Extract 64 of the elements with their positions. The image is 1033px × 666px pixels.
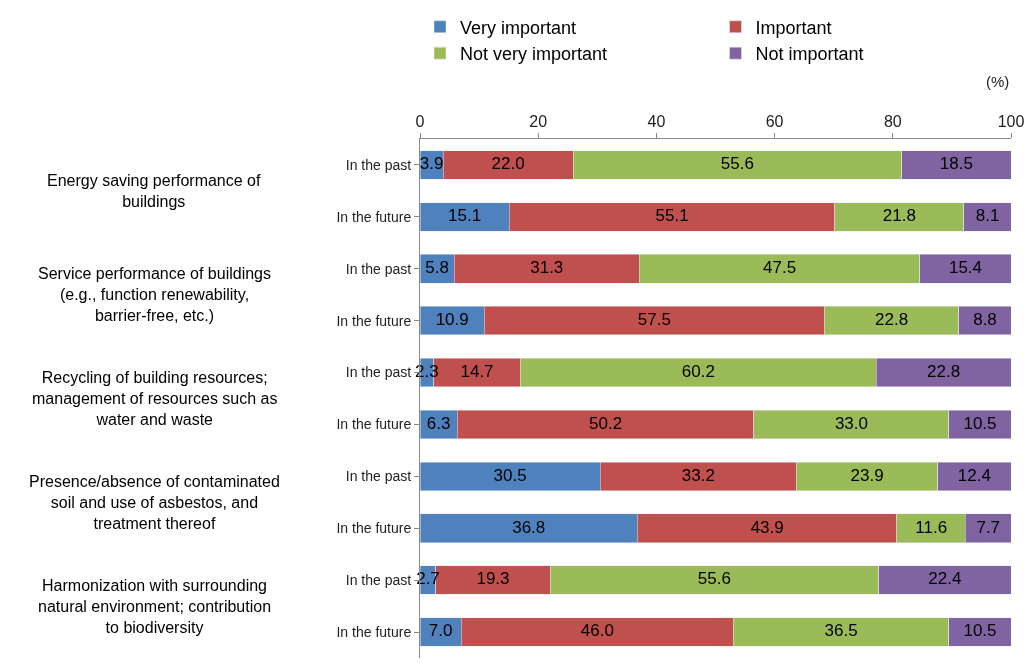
data-label: 50.2	[589, 413, 623, 433]
legend-label: Not very important	[460, 44, 608, 65]
data-label: 14.7	[460, 361, 494, 381]
data-label: 55.1	[655, 206, 689, 226]
data-label: 22.8	[927, 361, 961, 381]
data-label: 57.5	[637, 309, 671, 329]
text: Harmonization with surrounding natural environment; contribution to biodiversity	[38, 577, 272, 636]
x-tick-label: 0	[415, 112, 425, 130]
data-label: 33.0	[834, 413, 868, 433]
x-tick-label: 80	[883, 112, 902, 130]
data-label: 8.8	[973, 309, 997, 329]
data-label: 10.5	[963, 413, 997, 433]
x-tick-label: 60	[765, 112, 784, 130]
text: Recycling of building resources; management of resources such as water and waste	[32, 369, 278, 428]
data-label: 7.0	[428, 621, 453, 641]
legend-label: Important	[755, 17, 832, 38]
y-tick-label: In the future	[336, 208, 412, 225]
data-label: 12.4	[957, 465, 991, 485]
y-tick-label: In the past	[345, 156, 412, 173]
data-label: 5.8	[425, 258, 449, 277]
data-label: 43.9	[750, 517, 784, 537]
data-label: 55.6	[697, 569, 731, 589]
data-label: 30.5	[493, 465, 527, 485]
text: Service performance of buildings (e.g., function renewability, barrier-free, etc.)	[38, 265, 272, 324]
data-label: 36.5	[824, 621, 858, 641]
y-tick-label: In the future	[336, 520, 412, 537]
y-tick-label: In the past	[345, 364, 412, 381]
text: Presence/absence of contaminated soil and use of asbestos, and treatment thereof	[29, 473, 280, 532]
y-tick-label: In the past	[345, 468, 412, 485]
data-label: 47.5	[763, 258, 797, 277]
data-label: 6.3	[426, 413, 451, 433]
data-label: 33.2	[681, 465, 715, 485]
data-label: 10.9	[435, 309, 469, 329]
y-tick-label: In the past	[345, 260, 412, 277]
x-tick-label: 40	[647, 112, 666, 130]
legend-label: Not important	[755, 44, 864, 65]
data-label: 36.8	[512, 517, 546, 537]
data-label: 21.8	[882, 206, 916, 226]
data-label: 22.0	[491, 154, 525, 174]
y-tick-label: In the future	[336, 416, 412, 433]
data-label: 3.9	[419, 154, 444, 174]
data-label: 10.5	[963, 621, 997, 641]
data-label: 22.8	[875, 309, 909, 329]
x-tick-label: 100	[997, 112, 1025, 130]
data-label: 11.6	[915, 517, 948, 537]
data-label: 31.3	[530, 258, 564, 277]
data-label: 22.4	[928, 569, 962, 589]
data-label: 7.7	[976, 517, 1001, 537]
data-label: 15.4	[948, 258, 983, 277]
x-tick-label: 20	[529, 112, 548, 130]
text: Energy saving performance of buildings	[47, 172, 261, 210]
data-label: 23.9	[850, 465, 884, 485]
y-tick-label: In the past	[345, 572, 412, 589]
data-label: 19.3	[476, 569, 510, 589]
legend-label: Very important	[460, 17, 577, 38]
data-label: 60.2	[681, 361, 715, 381]
data-label: 15.1	[448, 206, 482, 226]
data-label: 8.1	[975, 206, 1000, 226]
data-label: 55.6	[720, 154, 754, 174]
x-axis-title: (%)	[986, 73, 1010, 90]
data-label: 46.0	[580, 621, 614, 641]
data-label: 18.5	[939, 154, 973, 174]
y-tick-label: In the future	[336, 312, 412, 329]
y-tick-label: In the future	[336, 623, 412, 640]
